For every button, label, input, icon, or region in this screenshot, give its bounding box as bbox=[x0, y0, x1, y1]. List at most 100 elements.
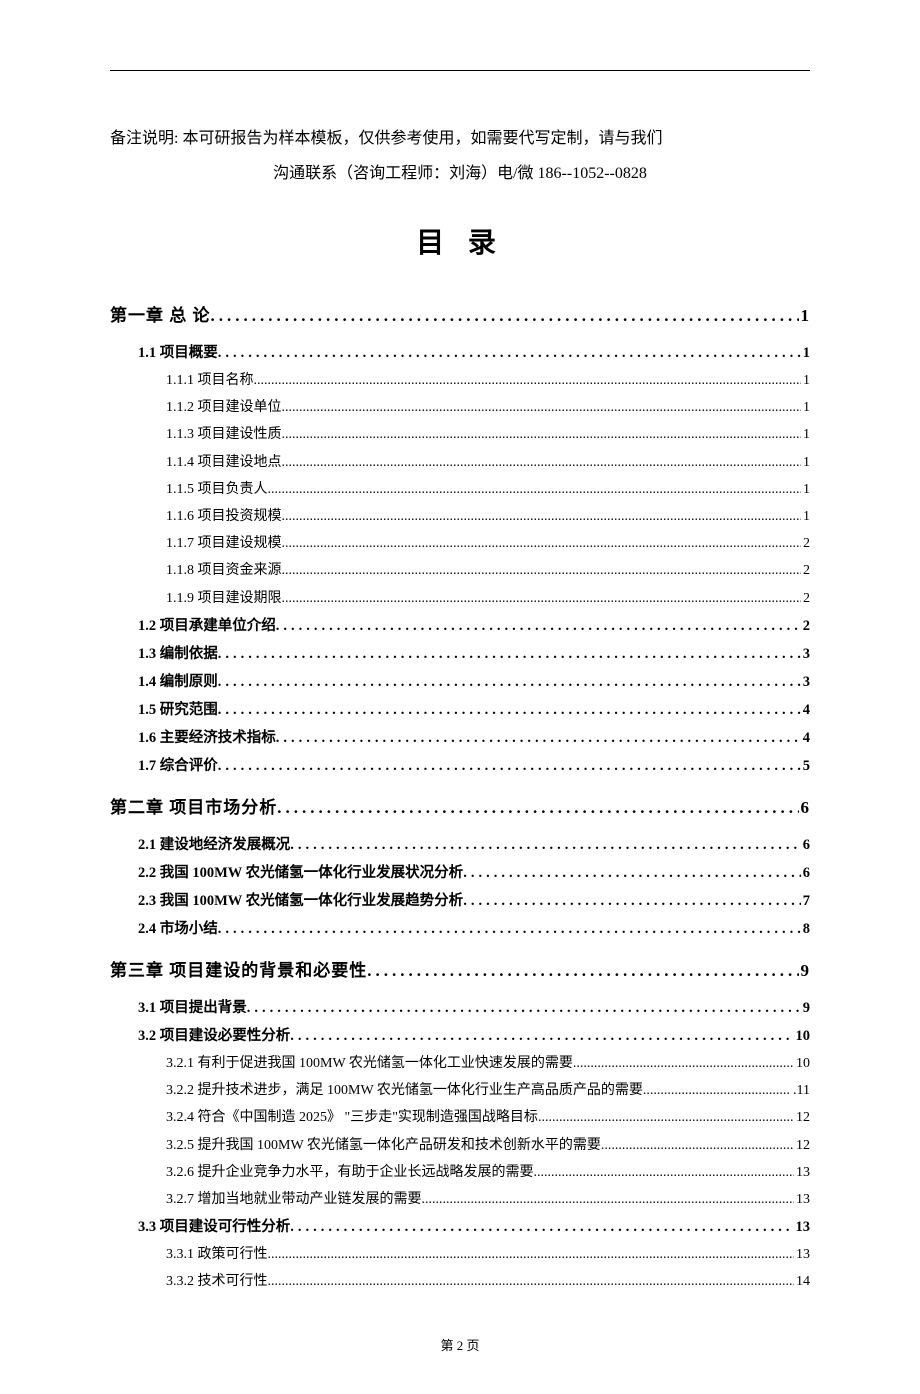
toc-page: 13 bbox=[794, 1187, 810, 1212]
toc-dots: ........................................… bbox=[282, 531, 802, 556]
toc-row: 1.1.4 项目建设地点............................… bbox=[110, 450, 810, 475]
toc-label: 1.5 研究范围 bbox=[138, 697, 218, 723]
toc-page: 2 bbox=[801, 613, 810, 639]
toc-dots: ........................................… bbox=[218, 753, 801, 779]
toc-label: 3.3.2 技术可行性 bbox=[166, 1269, 268, 1294]
toc-label: 2.3 我国 100MW 农光储氢一体化行业发展趋势分析 bbox=[138, 888, 463, 914]
toc-row: 3.2.5 提升我国 100MW 农光储氢一体化产品研发和技术创新水平的需要..… bbox=[110, 1133, 810, 1158]
toc-row: 第二章 项目市场分析..............................… bbox=[110, 793, 810, 824]
toc-page: 6 bbox=[801, 860, 810, 886]
toc-dots: ........................................… bbox=[282, 504, 802, 529]
toc-dots: ........................................… bbox=[276, 725, 801, 751]
toc-label: 1.7 综合评价 bbox=[138, 753, 218, 779]
toc-label: 3.2.4 符合《中国制造 2025》 "三步走"实现制造强国战略目标 bbox=[166, 1105, 538, 1130]
toc-row: 3.2.6 提升企业竞争力水平，有助于企业长远战略发展的需要..........… bbox=[110, 1160, 810, 1185]
toc-dots: ........................................… bbox=[211, 301, 799, 332]
toc-dots: ........................................… bbox=[218, 916, 801, 942]
toc-dots: ........................................… bbox=[290, 1023, 793, 1049]
toc-page: 7 bbox=[801, 888, 810, 914]
toc-label: 1.1.6 项目投资规模 bbox=[166, 504, 282, 529]
toc-dots: ........................................… bbox=[463, 860, 801, 886]
toc-row: 1.4 编制原则................................… bbox=[110, 669, 810, 695]
page-footer: 第 2 页 bbox=[110, 1335, 810, 1354]
toc-label: 第一章 总 论 bbox=[110, 301, 211, 332]
toc-label: 2.4 市场小结 bbox=[138, 916, 218, 942]
toc-label: 1.1.8 项目资金来源 bbox=[166, 558, 282, 583]
note-line-2: 沟通联系（咨询工程师：刘海）电/微 186--1052--0828 bbox=[110, 156, 810, 191]
toc-label: 1.1.1 项目名称 bbox=[166, 368, 254, 393]
toc-dots: ........................................… bbox=[268, 1242, 795, 1267]
toc-dots: ........................................… bbox=[534, 1160, 795, 1185]
toc-label: 3.2.1 有利于促进我国 100MW 农光储氢一体化工业快速发展的需要 bbox=[166, 1051, 573, 1076]
toc-label: 1.2 项目承建单位介绍 bbox=[138, 613, 276, 639]
toc-row: 3.2.4 符合《中国制造 2025》 "三步走"实现制造强国战略目标.....… bbox=[110, 1105, 810, 1130]
toc-row: 1.2 项目承建单位介绍............................… bbox=[110, 613, 810, 639]
toc-row: 1.1.7 项目建设规模............................… bbox=[110, 531, 810, 556]
toc-label: 1.1.9 项目建设期限 bbox=[166, 586, 282, 611]
toc-page: 1 bbox=[801, 504, 810, 529]
toc-page: 10 bbox=[794, 1051, 810, 1076]
toc-row: 2.2 我国 100MW 农光储氢一体化行业发展状况分析............… bbox=[110, 860, 810, 886]
toc-page: 6 bbox=[799, 793, 811, 824]
toc-container: 第一章 总 论.................................… bbox=[110, 301, 810, 1294]
toc-page: 1 bbox=[801, 422, 810, 447]
toc-dots: ........................................… bbox=[282, 395, 802, 420]
toc-page: 12 bbox=[794, 1105, 810, 1130]
toc-label: 1.1.3 项目建设性质 bbox=[166, 422, 282, 447]
toc-dots: ........................................… bbox=[268, 477, 802, 502]
top-rule bbox=[110, 70, 810, 71]
toc-page: 4 bbox=[801, 697, 810, 723]
toc-dots: ........................................… bbox=[277, 793, 798, 824]
toc-page: 5 bbox=[801, 753, 810, 779]
toc-label: 1.1.5 项目负责人 bbox=[166, 477, 268, 502]
toc-dots: ........................................… bbox=[218, 669, 801, 695]
toc-row: 1.1.6 项目投资规模............................… bbox=[110, 504, 810, 529]
toc-row: 1.1.2 项目建设单位............................… bbox=[110, 395, 810, 420]
toc-label: 1.1.4 项目建设地点 bbox=[166, 450, 282, 475]
toc-page: 2 bbox=[801, 531, 810, 556]
toc-page: 9 bbox=[801, 995, 810, 1021]
toc-page: 1 bbox=[801, 477, 810, 502]
toc-label: 2.1 建设地经济发展概况 bbox=[138, 832, 290, 858]
toc-dots: ........................................… bbox=[422, 1187, 795, 1212]
toc-label: 1.4 编制原则 bbox=[138, 669, 218, 695]
toc-label: 1.6 主要经济技术指标 bbox=[138, 725, 276, 751]
toc-label: 3.1 项目提出背景 bbox=[138, 995, 247, 1021]
toc-row: 3.3.2 技术可行性.............................… bbox=[110, 1269, 810, 1294]
toc-page: 13 bbox=[794, 1214, 811, 1240]
toc-row: 1.1.3 项目建设性质............................… bbox=[110, 422, 810, 447]
toc-dots: ........................................… bbox=[282, 586, 802, 611]
toc-page: 6 bbox=[801, 832, 810, 858]
toc-dots: ........................................… bbox=[601, 1133, 794, 1158]
toc-row: 1.1.1 项目名称..............................… bbox=[110, 368, 810, 393]
toc-dots: ........................................… bbox=[218, 340, 801, 366]
toc-row: 2.4 市场小结................................… bbox=[110, 916, 810, 942]
toc-dots: ........................................… bbox=[367, 956, 798, 987]
toc-row: 1.5 研究范围................................… bbox=[110, 697, 810, 723]
toc-dots: ........................................… bbox=[463, 888, 801, 914]
toc-page: 1 bbox=[801, 368, 810, 393]
toc-page: 9 bbox=[799, 956, 811, 987]
toc-row: 3.2.1 有利于促进我国 100MW 农光储氢一体化工业快速发展的需要....… bbox=[110, 1051, 810, 1076]
toc-row: 3.3 项目建设可行性分析...........................… bbox=[110, 1214, 810, 1240]
toc-page: .11 bbox=[791, 1078, 810, 1103]
toc-label: 3.2.5 提升我国 100MW 农光储氢一体化产品研发和技术创新水平的需要 bbox=[166, 1133, 601, 1158]
toc-row: 3.1 项目提出背景..............................… bbox=[110, 995, 810, 1021]
toc-label: 1.1.7 项目建设规模 bbox=[166, 531, 282, 556]
toc-row: 1.1.8 项目资金来源............................… bbox=[110, 558, 810, 583]
toc-row: 1.7 综合评价................................… bbox=[110, 753, 810, 779]
toc-row: 3.3.1 政策可行性.............................… bbox=[110, 1242, 810, 1267]
toc-dots: ........................................… bbox=[268, 1269, 795, 1294]
toc-label: 第二章 项目市场分析 bbox=[110, 793, 277, 824]
toc-dots: ........................................… bbox=[247, 995, 801, 1021]
toc-label: 3.2 项目建设必要性分析 bbox=[138, 1023, 290, 1049]
toc-dots: ........................................… bbox=[643, 1078, 791, 1103]
toc-dots: ........................................… bbox=[538, 1105, 794, 1130]
toc-dots: ........................................… bbox=[254, 368, 802, 393]
toc-page: 12 bbox=[794, 1133, 810, 1158]
toc-label: 3.3.1 政策可行性 bbox=[166, 1242, 268, 1267]
toc-dots: ........................................… bbox=[290, 1214, 793, 1240]
note-line-1: 备注说明: 本可研报告为样本模板，仅供参考使用，如需要代写定制，请与我们 bbox=[110, 121, 810, 156]
toc-dots: ........................................… bbox=[282, 450, 802, 475]
toc-dots: ........................................… bbox=[282, 422, 802, 447]
